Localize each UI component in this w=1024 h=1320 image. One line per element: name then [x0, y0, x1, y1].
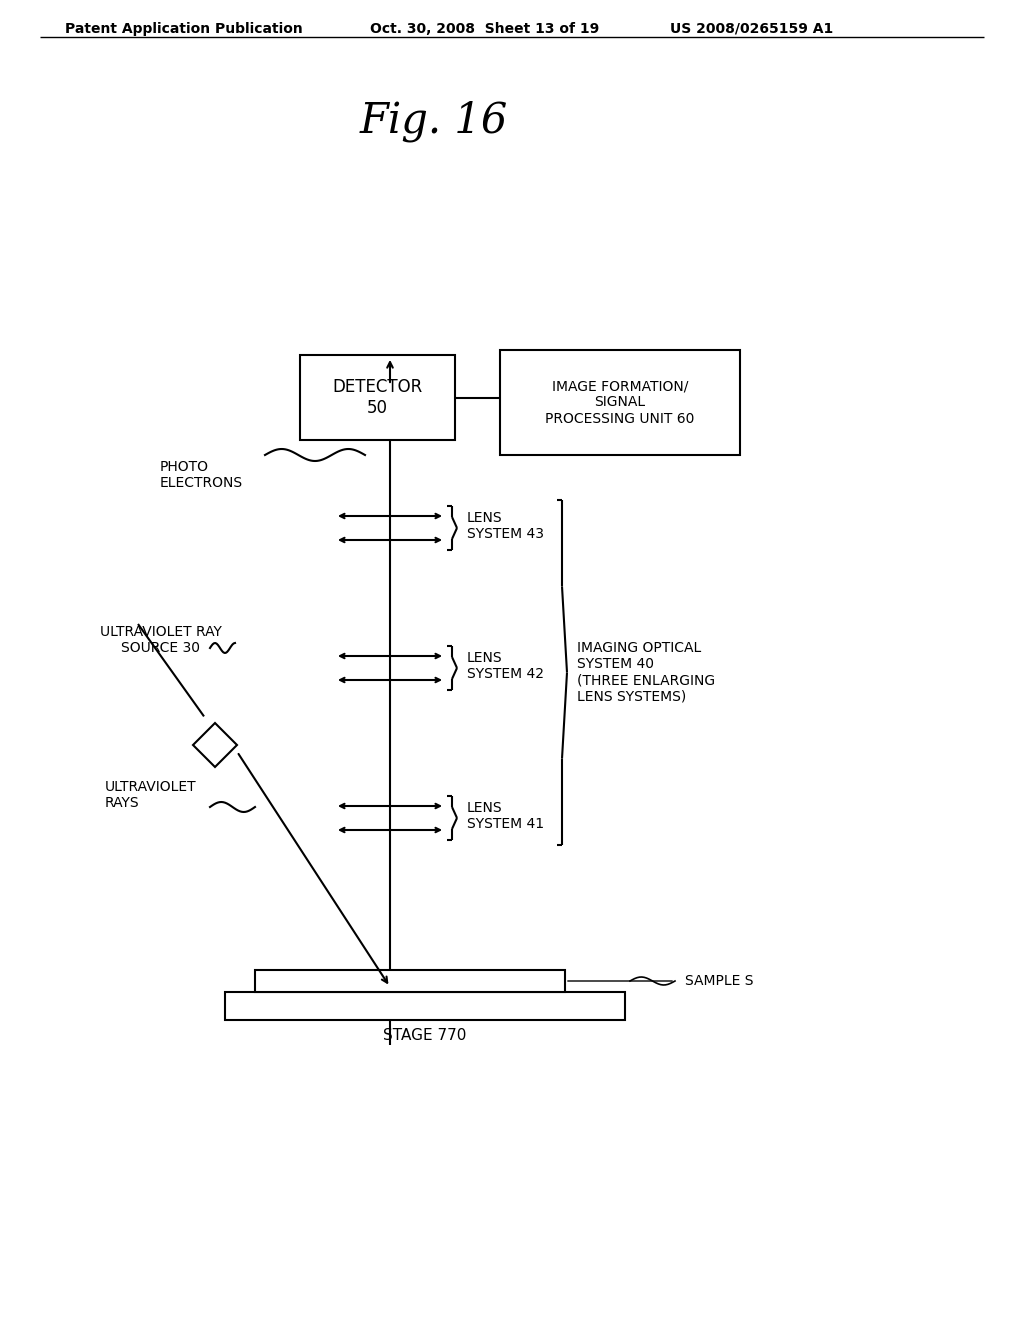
- Text: LENS
SYSTEM 41: LENS SYSTEM 41: [467, 801, 544, 832]
- Text: Patent Application Publication: Patent Application Publication: [65, 22, 303, 36]
- Text: IMAGING OPTICAL
SYSTEM 40
(THREE ENLARGING
LENS SYSTEMS): IMAGING OPTICAL SYSTEM 40 (THREE ENLARGI…: [577, 642, 715, 704]
- Text: Fig. 16: Fig. 16: [360, 100, 508, 143]
- Polygon shape: [193, 723, 237, 767]
- Text: SAMPLE S: SAMPLE S: [685, 974, 754, 987]
- Text: IMAGE FORMATION/
SIGNAL
PROCESSING UNIT 60: IMAGE FORMATION/ SIGNAL PROCESSING UNIT …: [546, 379, 694, 425]
- FancyBboxPatch shape: [255, 970, 565, 993]
- Text: ULTRAVIOLET RAY
SOURCE 30: ULTRAVIOLET RAY SOURCE 30: [100, 624, 222, 655]
- Text: US 2008/0265159 A1: US 2008/0265159 A1: [670, 22, 834, 36]
- FancyBboxPatch shape: [500, 350, 740, 455]
- Text: PHOTO
ELECTRONS: PHOTO ELECTRONS: [160, 459, 243, 490]
- Text: STAGE 770: STAGE 770: [383, 1028, 467, 1043]
- Text: DETECTOR
50: DETECTOR 50: [333, 378, 423, 417]
- Text: LENS
SYSTEM 42: LENS SYSTEM 42: [467, 651, 544, 681]
- Text: LENS
SYSTEM 43: LENS SYSTEM 43: [467, 511, 544, 541]
- Text: ULTRAVIOLET
RAYS: ULTRAVIOLET RAYS: [105, 780, 197, 810]
- FancyBboxPatch shape: [300, 355, 455, 440]
- Text: Oct. 30, 2008  Sheet 13 of 19: Oct. 30, 2008 Sheet 13 of 19: [370, 22, 599, 36]
- FancyBboxPatch shape: [225, 993, 625, 1020]
